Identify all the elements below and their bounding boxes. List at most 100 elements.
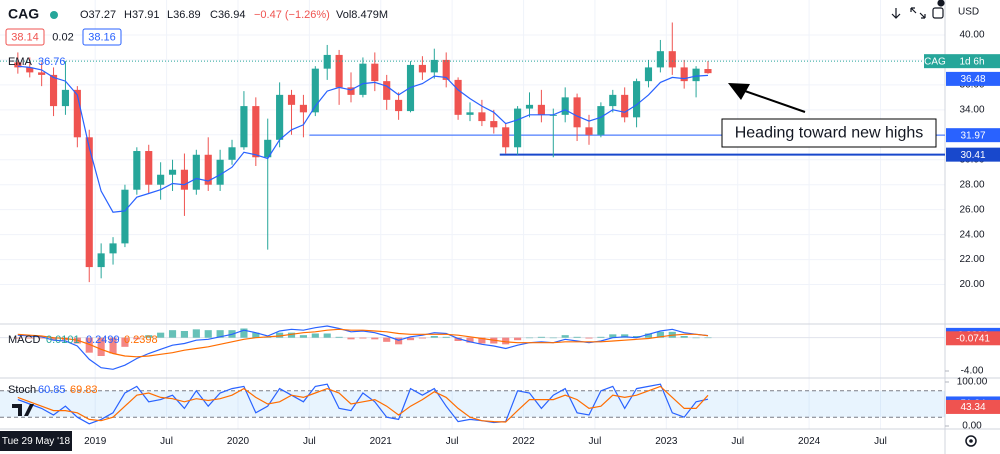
y-tick-label: 22.00 <box>959 254 984 265</box>
candle-body <box>216 159 224 185</box>
y-tick-label: 28.00 <box>959 179 984 190</box>
x-tick-label: Jul <box>446 436 459 447</box>
candle-body <box>323 54 331 69</box>
x-tick-label: 2019 <box>84 436 107 447</box>
macd-histogram-bar <box>240 328 248 338</box>
candle-body <box>73 89 81 138</box>
y-tick-label: 100.00 <box>957 377 988 388</box>
candle-body <box>418 64 426 73</box>
candle-body <box>656 51 664 68</box>
macd-histogram-bar <box>418 337 426 339</box>
macd-histogram-bar <box>14 337 22 339</box>
badge-icon[interactable] <box>937 0 945 7</box>
x-tick-label: 2020 <box>227 436 250 447</box>
settings-icon[interactable] <box>965 435 977 447</box>
logo <box>12 404 34 416</box>
candle-body <box>180 169 188 190</box>
price-axis: 2019 Jul 2020 Jul 2021 Jul 2022 Jul 2023 Jul 2024 J… <box>84 30 1000 447</box>
macd-histogram-bar <box>299 335 307 338</box>
macd-histogram-bar <box>644 333 653 338</box>
legend: O37.27 H37.91 L36.89 C36.94 −0.47 (−1.26%) Vo… <box>80 9 388 21</box>
macd-histogram-bar <box>311 333 319 338</box>
candle-body <box>133 151 141 190</box>
candle-body <box>585 127 593 135</box>
candle-body <box>692 68 700 82</box>
candle-body <box>644 67 653 82</box>
candle-body <box>537 104 545 115</box>
legend-item: Vol8.479M <box>336 9 388 21</box>
stoch-d-value: 69.83 <box>70 384 98 396</box>
macd-histogram-bar <box>704 337 712 339</box>
macd-label: MACD <box>8 334 40 346</box>
macd-histogram-bar <box>204 330 212 338</box>
macd-histogram-bar <box>371 337 379 340</box>
candle-body <box>335 54 343 88</box>
price-tag <box>924 54 1000 69</box>
x-tick-label: 2024 <box>798 436 821 447</box>
macd-histogram-bar <box>287 332 296 338</box>
axis-tag <box>946 147 1000 162</box>
axis-tag-label: 30.41 <box>960 150 985 161</box>
candle-body <box>121 189 129 244</box>
x-tick-label: Jul <box>731 436 744 447</box>
expand-icon[interactable] <box>910 7 926 19</box>
candle-body <box>26 67 34 73</box>
candle-body <box>525 104 534 109</box>
y-tick-label: 34.00 <box>959 104 984 115</box>
macd-histogram-bar <box>656 331 664 338</box>
toolbar <box>891 0 945 19</box>
macd-histogram-bar <box>585 337 593 339</box>
candle-body <box>240 106 248 148</box>
stoch-d-line <box>17 385 709 423</box>
macd-histogram-bar <box>49 337 58 341</box>
macd-histogram-bar <box>133 337 141 340</box>
macd-histogram-bar <box>502 337 510 345</box>
candle-body <box>276 94 284 140</box>
candle-body <box>680 67 688 82</box>
candle-body <box>252 106 260 158</box>
axis-tag <box>946 71 1000 86</box>
x-tick-label: 2021 <box>370 436 393 447</box>
candle-body <box>514 108 522 148</box>
cursor-date: Tue 29 May '18 <box>2 436 71 447</box>
macd-histogram-bar <box>145 335 153 338</box>
x-tick-label: Jul <box>589 436 602 447</box>
legend-item: O37.27 <box>80 9 116 21</box>
axis-tag-label: 36.48 <box>960 74 985 85</box>
macd-histogram-bar <box>573 336 581 338</box>
candle-body <box>109 243 117 254</box>
macd-histogram-bar <box>597 336 605 338</box>
legend-item: H37.91 <box>124 9 159 21</box>
buy-box[interactable] <box>82 28 122 46</box>
snapshot-icon[interactable] <box>932 7 944 19</box>
y-tick-label: -4.00 <box>961 366 984 377</box>
candle-body <box>478 112 486 122</box>
candle-body <box>466 112 474 115</box>
macd-histogram-bar <box>216 330 224 338</box>
candle-body <box>597 106 605 135</box>
macd-histogram-bar <box>168 330 177 338</box>
axis-tag <box>946 331 1000 346</box>
buy-price[interactable]: 38.16 <box>88 31 116 43</box>
macd-histogram-bar <box>537 336 545 338</box>
candle-body <box>383 81 391 100</box>
macd-histogram-bar <box>252 332 260 338</box>
candle-body <box>347 87 355 95</box>
annotation-arrow <box>741 89 806 113</box>
candle-body <box>573 97 581 128</box>
candle-body <box>204 154 212 185</box>
sell-box[interactable] <box>5 28 45 46</box>
macd-histogram-bar <box>395 337 403 345</box>
candle-body <box>49 74 58 107</box>
macd-histogram-bar <box>406 337 415 341</box>
candle-body <box>97 253 105 268</box>
axis-tag <box>946 128 1000 143</box>
candle-body <box>704 69 712 74</box>
macd-histogram-bar <box>157 332 165 338</box>
macd-hist-value: 0.0101 <box>46 334 80 346</box>
sell-price[interactable]: 38.14 <box>11 31 39 43</box>
scroll-icon[interactable] <box>891 8 901 19</box>
legend-item: −0.47 (−1.26%) <box>254 9 330 21</box>
